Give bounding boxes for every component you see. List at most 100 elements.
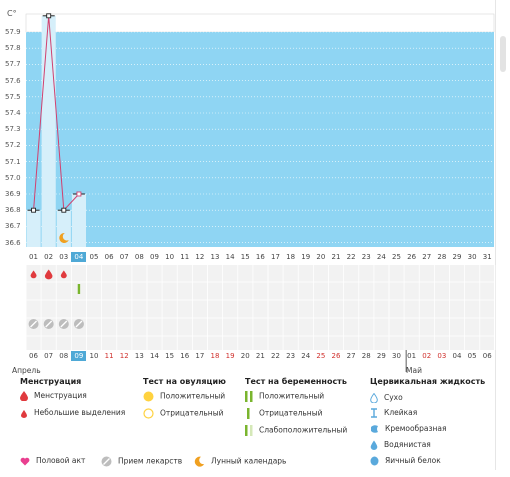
day-label[interactable]: 18: [210, 352, 220, 360]
y-tick-label: 57.3: [5, 125, 21, 134]
day-label[interactable]: 02: [44, 253, 54, 261]
day-label[interactable]: 19: [225, 352, 235, 360]
day-label[interactable]: 22: [346, 253, 356, 261]
legend-ovulation-negative-label: Отрицательный: [160, 408, 224, 418]
day-label[interactable]: 16: [180, 352, 190, 360]
day-label[interactable]: 18: [286, 253, 296, 261]
day-label[interactable]: 04: [452, 352, 462, 360]
day-label[interactable]: 22: [271, 352, 280, 360]
day-label[interactable]: 10: [89, 352, 99, 360]
day-label[interactable]: 29: [376, 352, 386, 360]
legend-pregnancy-title: Тест на беременность: [245, 377, 347, 386]
day-label[interactable]: 11: [180, 253, 190, 261]
day-label[interactable]: 15: [165, 352, 175, 360]
day-label[interactable]: 19: [301, 253, 311, 261]
day-label[interactable]: 24: [301, 352, 311, 360]
y-tick-label: 36.8: [5, 206, 21, 215]
day-label[interactable]: 04: [71, 252, 87, 262]
data-point: [76, 191, 82, 197]
day-label[interactable]: 17: [195, 352, 205, 360]
data-point: [61, 207, 67, 213]
day-label[interactable]: 06: [104, 253, 114, 261]
day-label[interactable]: 23: [286, 352, 296, 360]
day-label[interactable]: 02: [422, 352, 432, 360]
day-label[interactable]: 30: [392, 352, 401, 360]
day-label[interactable]: 16: [255, 253, 265, 261]
day-label[interactable]: 03: [437, 352, 447, 360]
day-label[interactable]: 27: [422, 253, 432, 261]
day-label[interactable]: 12: [119, 352, 129, 360]
ovulation-positive-icon: [143, 391, 154, 402]
day-label[interactable]: 21: [255, 352, 265, 360]
scrollbar[interactable]: [500, 36, 506, 72]
pill-stripe: [60, 320, 68, 328]
egg-white-icon: [370, 456, 379, 466]
blood-drop-icon: [44, 269, 53, 280]
day-label[interactable]: 14: [225, 253, 235, 261]
blood-drop-icon: [20, 391, 28, 401]
day-label[interactable]: 15: [240, 253, 250, 261]
day-label[interactable]: 11: [104, 352, 114, 360]
legend-ovulation-positive: Положительный: [143, 391, 225, 402]
marker-grid: [26, 265, 494, 350]
day-label[interactable]: 26: [331, 352, 341, 360]
day-label[interactable]: 08: [59, 352, 69, 360]
day-label[interactable]: 09: [150, 253, 159, 261]
day-label[interactable]: 23: [361, 253, 371, 261]
day-label[interactable]: 14: [150, 352, 159, 360]
day-label[interactable]: 13: [134, 352, 144, 360]
legend-cervical-creamy: Кремообразная: [370, 424, 447, 434]
y-tick-label: 57.7: [5, 60, 21, 69]
day-label[interactable]: 17: [271, 253, 280, 261]
day-label[interactable]: 24: [376, 253, 386, 261]
day-column: [26, 210, 41, 247]
y-tick-label: 57.1: [5, 157, 21, 166]
day-label[interactable]: 27: [346, 352, 356, 360]
day-label[interactable]: 06: [482, 352, 492, 360]
day-label[interactable]: 28: [437, 253, 447, 261]
data-point: [31, 207, 37, 213]
legend-cervical-watery-label: Водянистая: [384, 440, 431, 449]
day-label[interactable]: 12: [195, 253, 205, 261]
day-label[interactable]: 26: [407, 253, 417, 261]
day-label[interactable]: 20: [316, 253, 326, 261]
water-drop-icon: [370, 440, 378, 450]
day-label[interactable]: 10: [165, 253, 175, 261]
legend-medication-label: Прием лекарств: [118, 456, 183, 466]
day-label[interactable]: 01: [29, 253, 38, 261]
legend-spotting: Небольшие выделения: [20, 408, 125, 418]
legend-cervical-eggwhite: Яичный белок: [370, 456, 441, 466]
legend-menstruation: Менструация: [20, 391, 87, 401]
legend-cervical-creamy-label: Кремообразная: [385, 424, 447, 433]
day-label[interactable]: 31: [482, 253, 492, 261]
day-label[interactable]: 13: [210, 253, 220, 261]
day-label[interactable]: 07: [119, 253, 129, 261]
day-label[interactable]: 07: [44, 352, 54, 360]
day-label[interactable]: 25: [392, 253, 401, 261]
day-label[interactable]: 06: [29, 352, 38, 360]
sticky-icon: [371, 408, 377, 418]
day-label[interactable]: 21: [331, 253, 341, 261]
day-label[interactable]: 01: [407, 352, 417, 360]
day-label[interactable]: 25: [316, 352, 326, 360]
day-label[interactable]: 30: [467, 253, 477, 261]
y-tick-label: 36.6: [5, 238, 21, 247]
legend-pregnancy-negative: Отрицательный: [245, 408, 323, 419]
day-label[interactable]: 08: [134, 253, 144, 261]
y-tick-label: 57.6: [5, 76, 21, 85]
legend-cervical-watery: Водянистая: [370, 440, 431, 450]
day-label[interactable]: 29: [452, 253, 462, 261]
legend-pregnancy-positive: Положительный: [245, 391, 324, 402]
day-label[interactable]: 05: [89, 253, 99, 261]
day-column: [41, 15, 56, 247]
day-label[interactable]: 20: [240, 352, 250, 360]
day-label[interactable]: 28: [361, 352, 371, 360]
day-label[interactable]: 05: [467, 352, 477, 360]
moon-icon: [194, 456, 205, 467]
heart-icon: [20, 457, 30, 465]
day-label[interactable]: 09: [71, 351, 87, 361]
legend-menstruation-title: Менструация: [20, 377, 82, 386]
dry-drop-icon: [370, 393, 378, 403]
day-label[interactable]: 03: [59, 253, 69, 261]
